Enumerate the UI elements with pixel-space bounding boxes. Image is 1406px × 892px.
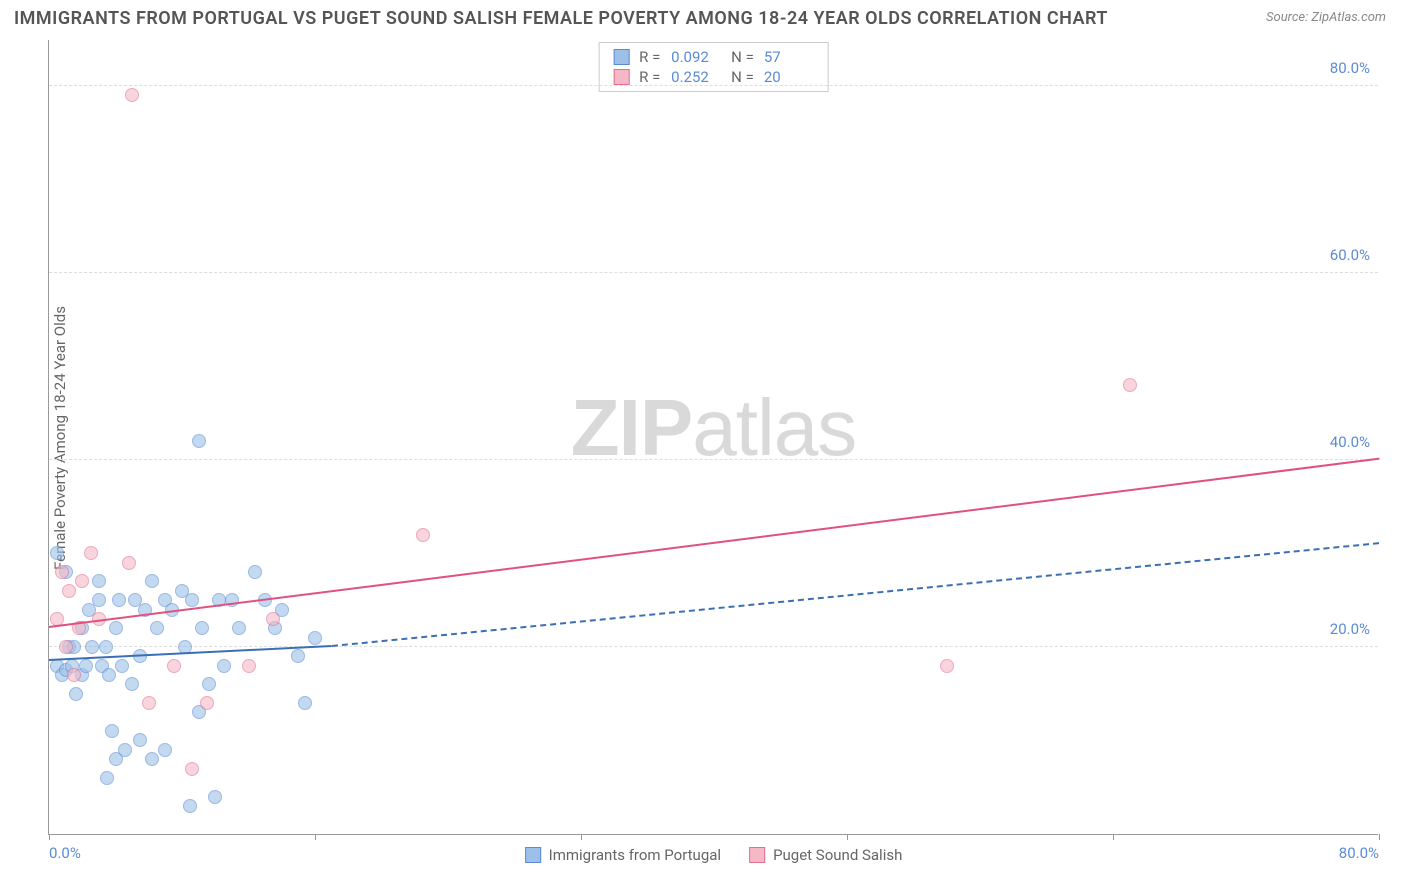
x-tick [49, 834, 50, 840]
data-point [125, 677, 139, 691]
data-point [200, 696, 214, 710]
data-point [79, 659, 93, 673]
legend-item: Immigrants from Portugal [525, 846, 721, 864]
data-point [192, 434, 206, 448]
data-point [416, 528, 430, 542]
legend-swatch [525, 847, 541, 863]
data-point [92, 574, 106, 588]
data-point [50, 546, 64, 560]
legend-n-label: N = [731, 68, 754, 86]
gridline-h [49, 646, 1378, 647]
source-label: Source: ZipAtlas.com [1266, 10, 1386, 25]
gridline-h [49, 272, 1378, 273]
data-point [102, 668, 116, 682]
legend-swatch [613, 49, 629, 65]
data-point [1123, 378, 1137, 392]
y-tick-label: 40.0% [1330, 433, 1370, 451]
legend-n-value: 57 [764, 48, 814, 66]
x-tick [315, 834, 316, 840]
data-point [105, 724, 119, 738]
trend-line-dashed [332, 542, 1380, 647]
legend-item: Puget Sound Salish [749, 846, 902, 864]
data-point [940, 659, 954, 673]
data-point [122, 556, 136, 570]
x-tick [1379, 834, 1380, 840]
data-point [308, 631, 322, 645]
data-point [133, 733, 147, 747]
legend-r-label: R = [639, 48, 661, 66]
gridline-h [49, 459, 1378, 460]
chart-area: Female Poverty Among 18-24 Year Olds ZIP… [48, 40, 1378, 835]
data-point [167, 659, 181, 673]
data-point [69, 687, 83, 701]
x-tick-label: 80.0% [1339, 844, 1379, 862]
data-point [59, 640, 73, 654]
data-point [202, 677, 216, 691]
data-point [85, 640, 99, 654]
legend-label: Puget Sound Salish [773, 846, 902, 864]
y-tick-label: 20.0% [1330, 620, 1370, 638]
data-point [266, 612, 280, 626]
data-point [248, 565, 262, 579]
x-tick [847, 834, 848, 840]
chart-title: IMMIGRANTS FROM PORTUGAL VS PUGET SOUND … [14, 8, 1108, 29]
legend-r-label: R = [639, 68, 661, 86]
data-point [75, 574, 89, 588]
y-tick-label: 80.0% [1330, 59, 1370, 77]
data-point [217, 659, 231, 673]
data-point [55, 565, 69, 579]
y-tick-label: 60.0% [1330, 246, 1370, 264]
data-point [232, 621, 246, 635]
data-point [67, 668, 81, 682]
data-point [62, 584, 76, 598]
data-point [185, 593, 199, 607]
gridline-h [49, 85, 1378, 86]
data-point [142, 696, 156, 710]
data-point [158, 743, 172, 757]
legend-r-value: 0.092 [671, 48, 721, 66]
data-point [291, 649, 305, 663]
x-tick [581, 834, 582, 840]
data-point [125, 88, 139, 102]
data-point [185, 762, 199, 776]
legend-r-value: 0.252 [671, 68, 721, 86]
data-point [112, 593, 126, 607]
x-tick-label: 0.0% [49, 844, 81, 862]
legend-swatch [749, 847, 765, 863]
scatter-plot: ZIPatlas R =0.092N =57R =0.252N =20 Immi… [48, 40, 1378, 835]
data-point [118, 743, 132, 757]
trend-line [49, 458, 1379, 628]
stat-legend-row: R = 0.092 N = 57 [613, 47, 814, 67]
data-point [84, 546, 98, 560]
data-point [99, 640, 113, 654]
x-tick [1113, 834, 1114, 840]
data-point [298, 696, 312, 710]
data-point [145, 752, 159, 766]
data-point [145, 574, 159, 588]
data-point [208, 790, 222, 804]
data-point [115, 659, 129, 673]
series-legend: Immigrants from Portugal Puget Sound Sali… [525, 846, 903, 864]
data-point [150, 621, 164, 635]
data-point [195, 621, 209, 635]
legend-n-label: N = [731, 48, 754, 66]
watermark: ZIPatlas [571, 382, 856, 474]
data-point [92, 593, 106, 607]
legend-swatch [613, 69, 629, 85]
legend-n-value: 20 [764, 68, 814, 86]
legend-label: Immigrants from Portugal [549, 846, 721, 864]
data-point [242, 659, 256, 673]
data-point [109, 621, 123, 635]
data-point [183, 799, 197, 813]
data-point [100, 771, 114, 785]
